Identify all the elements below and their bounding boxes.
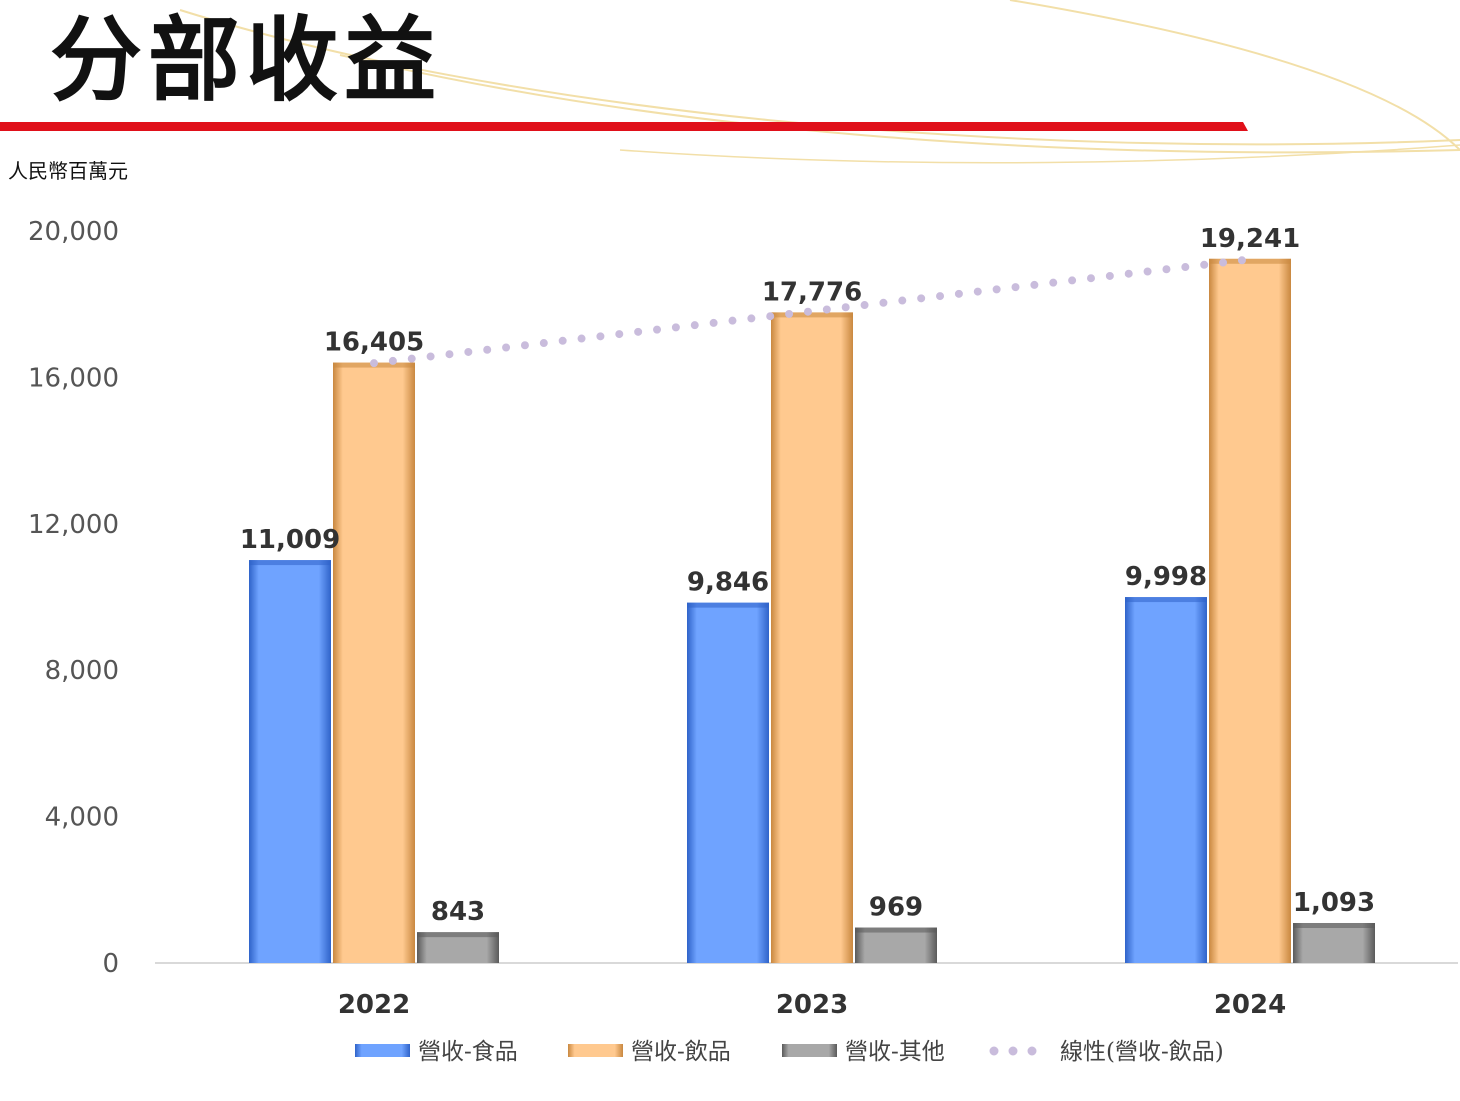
bar — [1293, 922, 1375, 963]
x-axis: 2022 2023 2024 — [338, 990, 1286, 1020]
bars — [249, 258, 1375, 963]
bar — [1125, 597, 1207, 963]
bar — [855, 927, 937, 963]
bar-top-bevel — [1125, 597, 1207, 603]
bar-top-bevel — [1209, 258, 1291, 264]
bar-top-bevel — [417, 932, 499, 938]
y-axis: 0 4,000 8,000 12,000 16,000 20,000 — [28, 217, 119, 979]
data-label: 9,846 — [687, 568, 769, 598]
legend: 營收-食品 營收-飲品 營收-其他 線性(營收-飲品) — [355, 1039, 1224, 1065]
bar — [687, 602, 769, 963]
y-tick-label: 0 — [102, 949, 119, 979]
decorative-swoosh — [619, 144, 1460, 164]
decorative-swoosh — [1009, 0, 1460, 151]
decorative-swoosh — [179, 9, 1460, 146]
legend-label: 營收-飲品 — [631, 1039, 731, 1065]
y-tick-label: 20,000 — [28, 217, 119, 247]
legend-label: 營收-其他 — [845, 1039, 945, 1065]
x-category-label: 2022 — [338, 990, 410, 1020]
y-tick-label: 4,000 — [45, 803, 119, 833]
data-labels: 11,009 9,846 9,998 16,405 17,776 19,241 843 969… — [240, 224, 1375, 927]
y-tick-label: 12,000 — [28, 510, 119, 540]
decorative-swoosh — [339, 54, 1460, 154]
title-underline-bar — [0, 122, 1248, 131]
bar-top-bevel — [855, 927, 937, 933]
bar — [771, 312, 853, 963]
data-label: 843 — [431, 897, 485, 927]
bar — [1209, 258, 1291, 963]
x-category-label: 2023 — [776, 990, 848, 1020]
bar-top-bevel — [687, 602, 769, 608]
bar — [249, 560, 331, 963]
data-label: 11,009 — [240, 525, 340, 555]
legend-label: 營收-食品 — [418, 1039, 518, 1065]
data-label: 1,093 — [1293, 888, 1375, 918]
legend-label: 線性(營收-飲品) — [1060, 1039, 1224, 1065]
data-label: 16,405 — [324, 328, 424, 358]
legend-swatch — [782, 1044, 837, 1057]
bar-top-bevel — [1293, 922, 1375, 928]
data-label: 969 — [869, 893, 923, 923]
x-category-label: 2024 — [1214, 990, 1286, 1020]
data-label: 19,241 — [1200, 224, 1300, 254]
bar — [417, 932, 499, 963]
legend-swatch — [355, 1044, 410, 1057]
y-tick-label: 8,000 — [45, 656, 119, 686]
bar-top-bevel — [249, 560, 331, 566]
data-label: 9,998 — [1125, 562, 1207, 592]
data-label: 17,776 — [762, 277, 862, 307]
slide-title: 分部收益 — [50, 6, 443, 114]
bar — [333, 362, 415, 963]
unit-label: 人民幣百萬元 — [8, 159, 128, 183]
legend-swatch — [568, 1044, 623, 1057]
bar-top-bevel — [771, 312, 853, 318]
y-tick-label: 16,000 — [28, 363, 119, 393]
